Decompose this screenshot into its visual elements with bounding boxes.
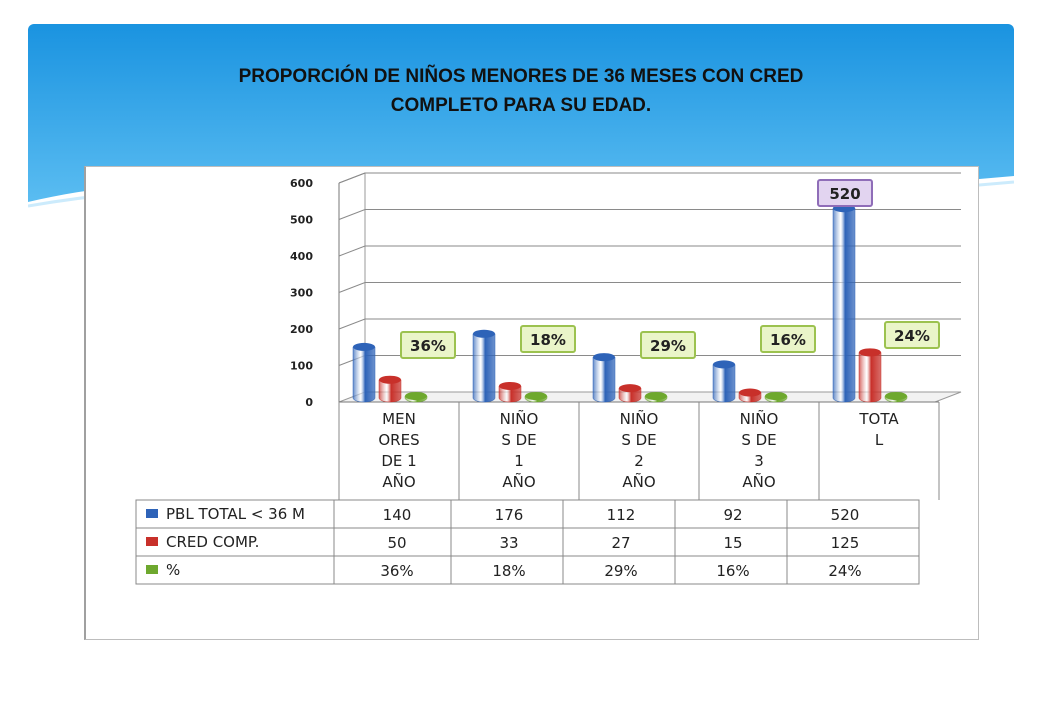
table-cell: 92 (723, 506, 742, 524)
category-label: NIÑO (500, 409, 539, 428)
category-label: L (875, 431, 884, 449)
bar-percent-top (405, 392, 427, 400)
category-label: S DE (621, 431, 656, 449)
table-cell: 27 (611, 534, 630, 552)
y-tick-label: 600 (290, 177, 313, 190)
bar-pbl-total (832, 207, 856, 403)
bar-pbl-total-top (353, 342, 375, 351)
legend-swatch (146, 565, 158, 574)
legend-label: PBL TOTAL < 36 M (166, 505, 305, 523)
category-label: MEN (382, 410, 416, 428)
table-cell: 24% (828, 562, 861, 580)
table-cell: 16% (716, 562, 749, 580)
category-label: AÑO (502, 472, 535, 491)
y-tick-label: 300 (290, 287, 313, 300)
bar-cred-comp-top (619, 384, 641, 393)
category-label: AÑO (622, 472, 655, 491)
bar-cred-comp-top (379, 375, 401, 384)
gridline (338, 209, 961, 220)
bar-pbl-total-top (593, 353, 615, 362)
category-label: NIÑO (740, 409, 779, 428)
bar-percent-top (885, 392, 907, 400)
bar-cred-comp-top (739, 388, 761, 397)
bar-pbl-total (592, 356, 616, 403)
y-tick-label: 100 (290, 360, 313, 373)
category-label: S DE (741, 431, 776, 449)
bar-cred-comp (858, 352, 882, 403)
percent-callout-label: 36% (410, 337, 446, 355)
percent-callout-label: 18% (530, 331, 566, 349)
gridline (338, 245, 961, 257)
legend-label: CRED COMP. (166, 533, 259, 551)
total-callout-box (817, 179, 873, 207)
table-cell: 33 (499, 534, 518, 552)
bar-pbl-total (472, 333, 496, 403)
percent-callout-box (520, 325, 576, 353)
title-line-2: COMPLETO PARA SU EDAD. (390, 95, 652, 116)
legend-label: % (166, 561, 180, 579)
table-cell: 125 (831, 534, 860, 552)
gridline (338, 318, 961, 330)
table-cell: 29% (604, 562, 637, 580)
bar-pbl-total-top (473, 329, 495, 338)
y-tick-label: 200 (290, 323, 313, 336)
legend-swatch (146, 509, 158, 518)
table-row (135, 555, 920, 585)
gridline (338, 172, 961, 184)
category-label: DE 1 (381, 452, 416, 470)
bar-pbl-total (352, 346, 376, 403)
category-label: AÑO (382, 472, 415, 491)
page-title: PROPORCIÓN DE NIÑOS MENORES DE 36 MESES … (28, 62, 1014, 120)
bar-cred-comp-top (859, 348, 881, 357)
table-cell: 112 (607, 506, 636, 524)
total-callout-label: 520 (829, 185, 860, 203)
bar-percent-top (765, 392, 787, 400)
bar-pbl-total-top (713, 360, 735, 369)
bar-cred-comp-top (499, 381, 521, 390)
table-cell: 520 (831, 506, 860, 524)
gridline (338, 282, 961, 293)
table-cell: 15 (723, 534, 742, 552)
y-tick-label: 400 (290, 250, 313, 263)
percent-callout-label: 16% (770, 331, 806, 349)
bar-percent-top (645, 392, 667, 400)
bar-cred-comp (378, 379, 402, 403)
table-cell: 36% (380, 562, 413, 580)
y-tick-label: 500 (290, 214, 313, 227)
percent-callout-box (640, 331, 696, 359)
bar-pbl-total (712, 364, 736, 403)
bar-cred-comp (498, 385, 522, 403)
percent-callout-label: 29% (650, 337, 686, 355)
percent-callout-box (884, 321, 940, 349)
table-cell: 140 (383, 506, 412, 524)
bar-percent-top (525, 392, 547, 400)
y-tick-label: 0 (305, 396, 313, 409)
percent-callout-box (400, 331, 456, 359)
category-label: S DE (501, 431, 536, 449)
bar-chart: 0 100 200 300 400 500 600 36% 18% 29% 16% 24% 520 MEN… (135, 172, 962, 585)
table-cell: 18% (492, 562, 525, 580)
legend-swatch (146, 537, 158, 546)
table-cell: 50 (387, 534, 406, 552)
category-label: ORES (378, 431, 419, 449)
percent-callout-box (760, 325, 816, 353)
category-label: NIÑO (620, 409, 659, 428)
category-label: 2 (634, 452, 644, 470)
percent-callout-label: 24% (894, 327, 930, 345)
category-label: 3 (754, 452, 764, 470)
table-row (135, 527, 920, 557)
category-label: AÑO (742, 472, 775, 491)
category-label: TOTA (858, 410, 899, 428)
title-line-1: PROPORCIÓN DE NIÑOS MENORES DE 36 MESES … (238, 66, 804, 87)
table-cell: 176 (495, 506, 524, 524)
category-label: 1 (514, 452, 524, 470)
